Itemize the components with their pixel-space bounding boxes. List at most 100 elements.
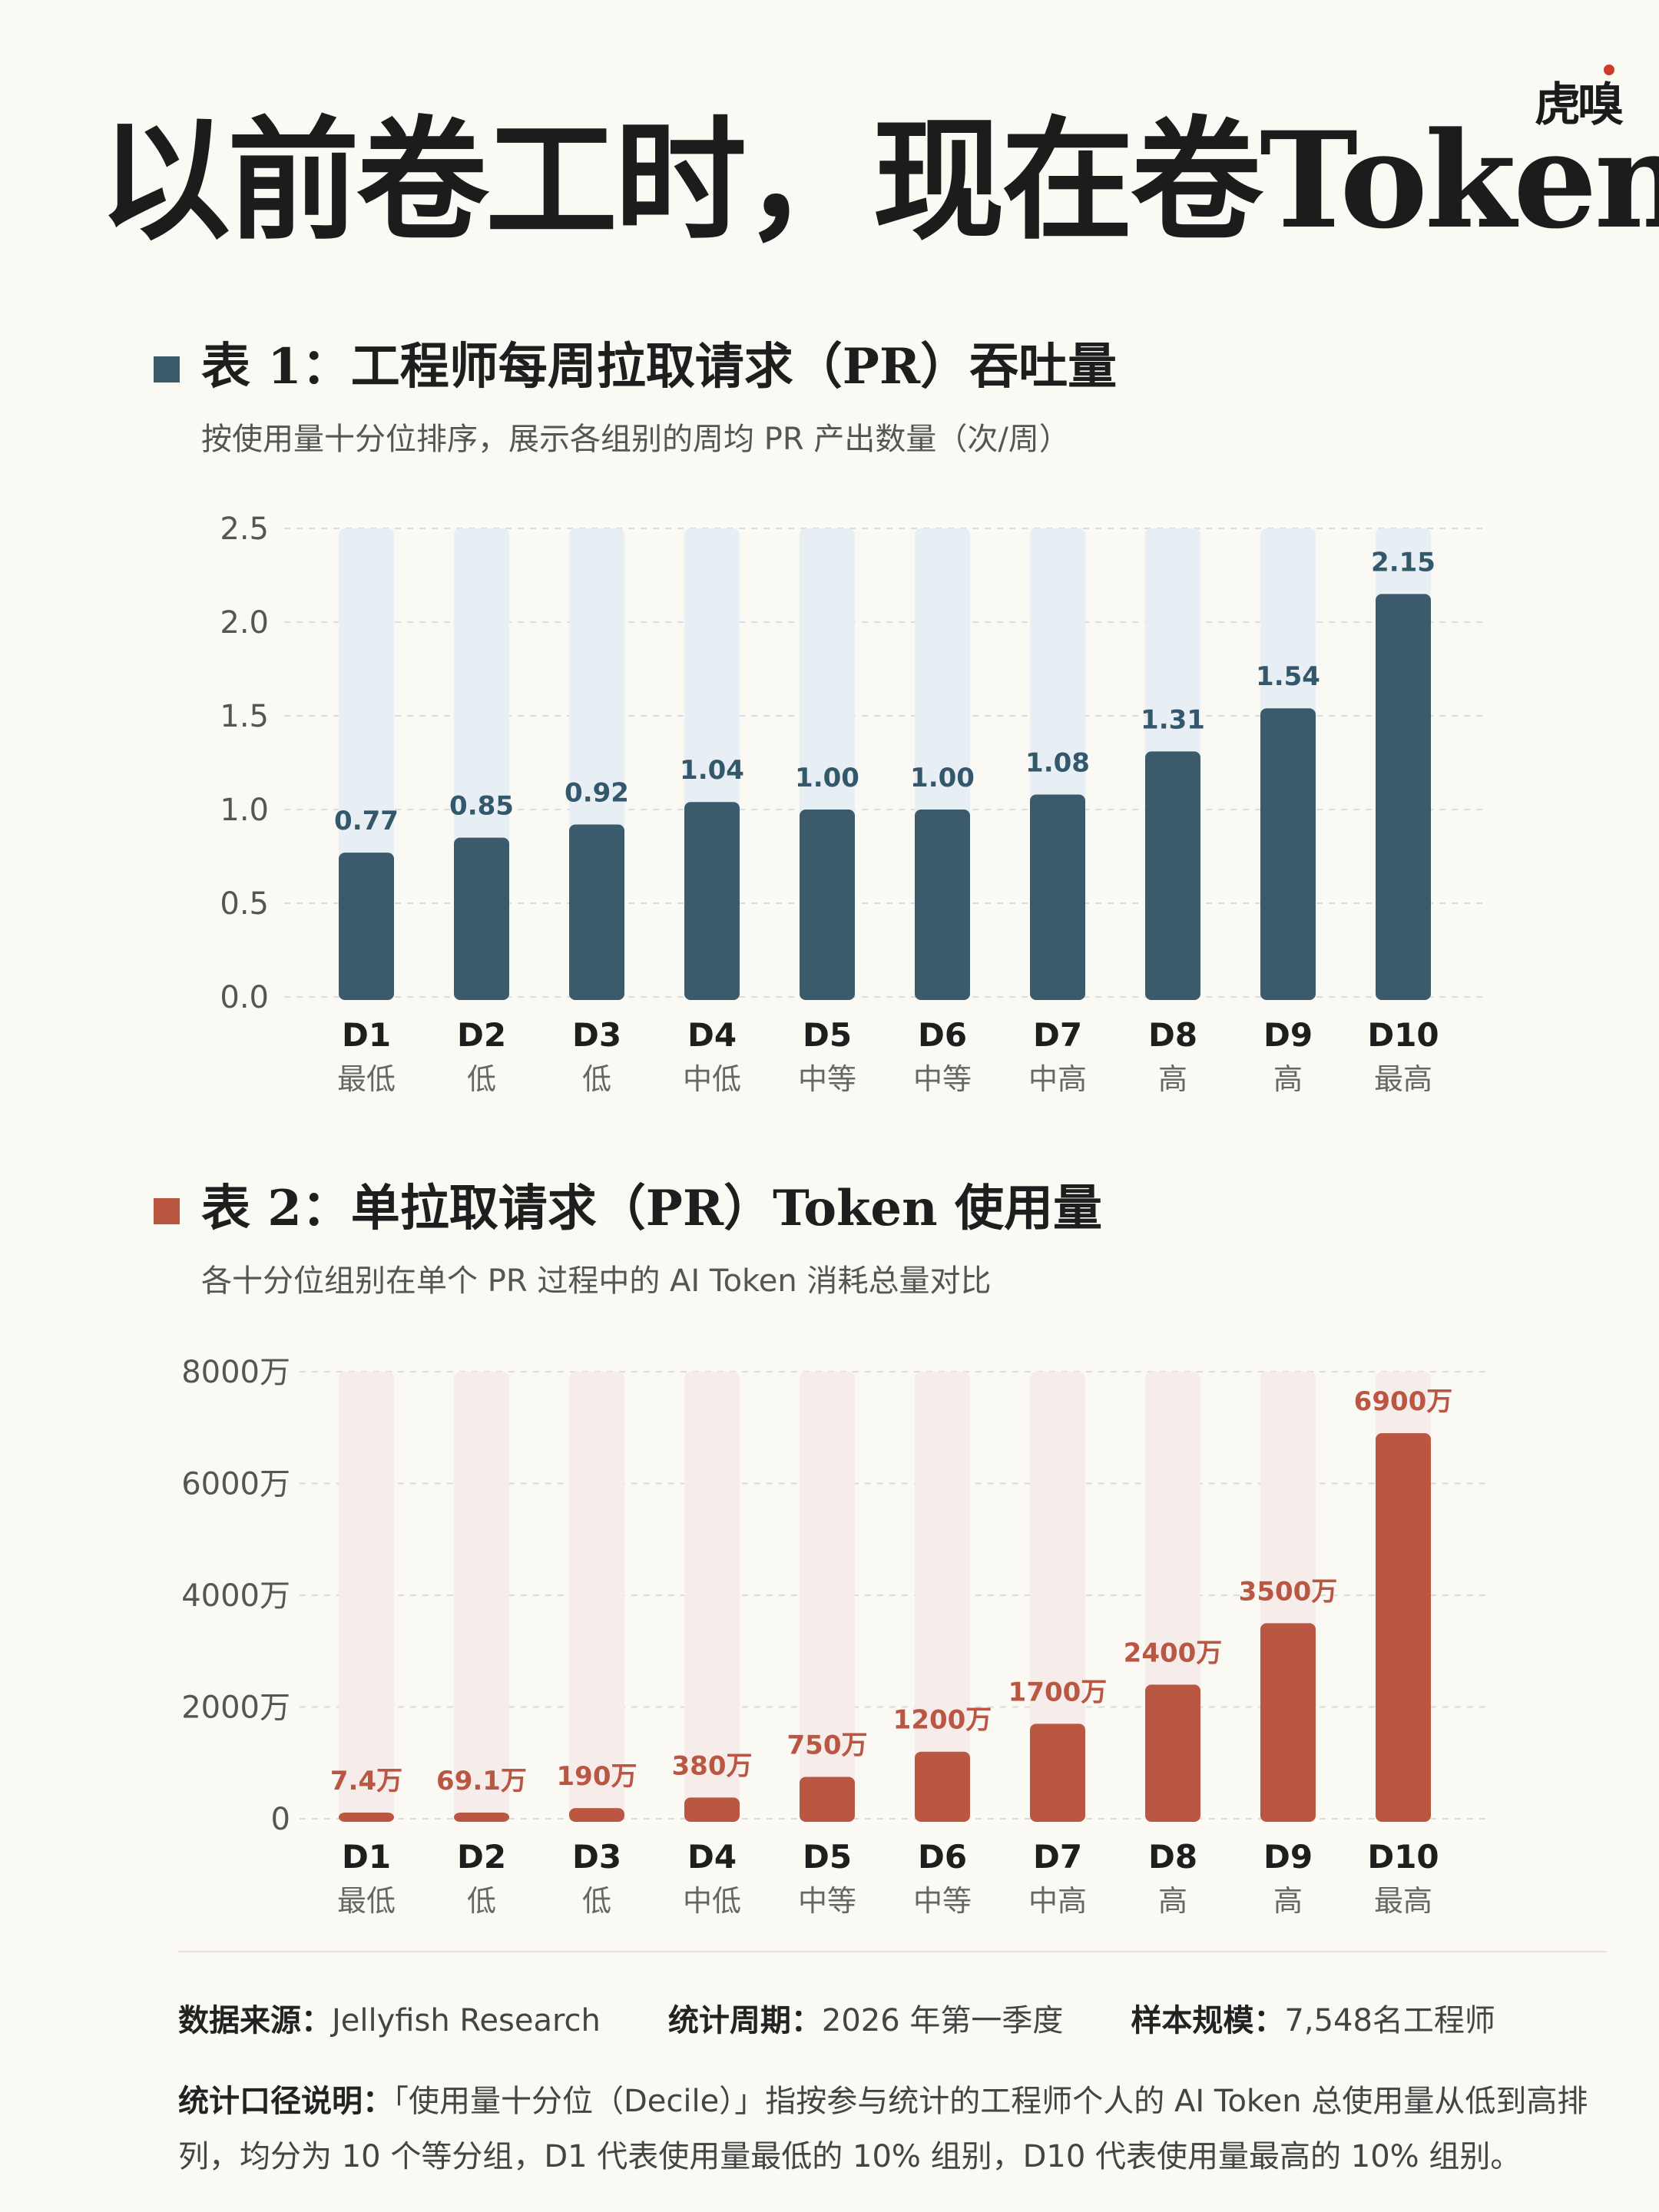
x-sub-label: 低	[467, 1062, 496, 1096]
x-sub-label: 中等	[913, 1062, 972, 1096]
x-sub-label: 中低	[683, 1884, 741, 1918]
bar	[1260, 1623, 1316, 1822]
x-tick-label: D8	[1148, 1838, 1197, 1876]
data-label: 1.00	[795, 763, 859, 793]
note-label: 统计口径说明：	[178, 2084, 393, 2119]
x-tick-label: D3	[572, 1016, 621, 1054]
x-sub-label: 中高	[1028, 1062, 1087, 1096]
x-tick-label: D7	[1033, 1838, 1082, 1876]
x-tick-label: D7	[1033, 1016, 1082, 1054]
chart1-heading: 表 1：工程师每周拉取请求（PR）吞吐量	[154, 338, 1536, 397]
x-tick-label: D10	[1367, 1016, 1439, 1054]
data-label: 0.77	[334, 806, 399, 836]
x-tick-label: D2	[457, 1838, 506, 1876]
x-sub-label: 中高	[1028, 1884, 1087, 1918]
data-label: 190万	[557, 1761, 637, 1792]
chart1-square-icon	[154, 356, 180, 382]
footer-source: 数据来源：Jellyfish Research	[178, 1995, 601, 2040]
x-tick-label: D1	[342, 1838, 391, 1876]
brand-logo: 虎嗅	[1535, 78, 1624, 132]
data-label: 1.08	[1025, 747, 1090, 778]
bar	[684, 1797, 740, 1822]
source-label: 数据来源：	[178, 2003, 332, 2038]
y-tick-label: 1.0	[220, 793, 269, 828]
page-title: 以前卷工时，现在卷Token	[98, 102, 1659, 258]
x-tick-label: D1	[342, 1016, 391, 1054]
bar	[339, 1813, 394, 1822]
bar	[915, 1751, 970, 1822]
bar	[454, 1813, 509, 1822]
x-tick-label: D9	[1263, 1838, 1313, 1876]
bar-track	[339, 1372, 394, 1819]
footer-sample: 样本规模：7,548名工程师	[1131, 1995, 1495, 2040]
bar	[1260, 708, 1316, 1000]
data-label: 6900万	[1354, 1386, 1453, 1417]
bar	[1376, 594, 1431, 1000]
sample-value: 7,548名工程师	[1284, 2003, 1495, 2038]
x-sub-label: 低	[582, 1062, 611, 1096]
data-label: 1700万	[1008, 1677, 1108, 1707]
bar-track	[800, 1372, 855, 1819]
chart2-heading-text: 表 2：单拉取请求（PR）Token 使用量	[201, 1180, 1102, 1237]
chart2-plot: 0 2000万 4000万 6000万 8000万 7.4万 D1 最低 69.1万 D2 低 190…	[181, 1355, 1490, 1918]
y-tick-label: 6000万	[181, 1467, 290, 1502]
y-tick-label: 2.0	[220, 605, 269, 641]
x-sub-label: 最高	[1374, 1062, 1432, 1096]
chart1-header: 表 1：工程师每周拉取请求（PR）吞吐量 按使用量十分位排序，展示各组别的周均 …	[154, 338, 1536, 459]
x-sub-label: 中等	[913, 1884, 972, 1918]
bar	[1030, 794, 1085, 1000]
x-sub-label: 最高	[1374, 1884, 1432, 1918]
bar	[339, 853, 394, 1000]
x-tick-label: D10	[1367, 1838, 1439, 1876]
x-tick-label: D4	[687, 1016, 737, 1054]
footer-note: 统计口径说明：「使用量十分位（Decile）」指按参与统计的工程师个人的 AI …	[178, 2074, 1607, 2184]
x-sub-label: 最低	[337, 1884, 396, 1918]
x-sub-label: 高	[1273, 1062, 1303, 1096]
x-sub-label: 高	[1158, 1062, 1187, 1096]
y-tick-label: 1.5	[220, 699, 269, 734]
note-text: 「使用量十分位（Decile）」指按参与统计的工程师个人的 AI Token 总…	[178, 2084, 1588, 2174]
chart1-plot: 0.0 0.5 1.0 1.5 2.0 2.5 0.77 D1 最低 0.85 D2 低 0.92 D3 低…	[220, 512, 1482, 1096]
data-label: 0.92	[565, 778, 629, 809]
bar-track	[915, 1372, 970, 1819]
bar	[684, 802, 740, 1000]
footer-meta-row: 数据来源：Jellyfish Research 统计周期：2026 年第一季度 …	[178, 1995, 1607, 2040]
x-tick-label: D4	[687, 1838, 737, 1876]
bar	[1030, 1724, 1085, 1822]
y-tick-label: 0	[271, 1802, 290, 1837]
sample-label: 样本规模：	[1131, 2003, 1285, 2038]
y-tick-label: 0.0	[220, 980, 269, 1015]
data-label: 1.31	[1141, 704, 1205, 735]
bar	[800, 810, 855, 1000]
x-sub-label: 高	[1273, 1884, 1303, 1918]
x-tick-label: D6	[918, 1838, 967, 1876]
y-tick-label: 0.5	[220, 886, 269, 922]
bar	[454, 837, 509, 1000]
data-label: 380万	[672, 1750, 753, 1781]
period-label: 统计周期：	[667, 2003, 822, 2038]
chart1-heading-text: 表 1：工程师每周拉取请求（PR）吞吐量	[201, 338, 1118, 396]
x-sub-label: 中低	[683, 1062, 741, 1096]
x-sub-label: 最低	[337, 1062, 396, 1096]
data-label: 1.04	[680, 755, 744, 786]
chart2-square-icon	[154, 1198, 180, 1224]
data-label: 1200万	[893, 1705, 992, 1736]
chart2-subtitle: 各十分位组别在单个 PR 过程中的 AI Token 消耗总量对比	[201, 1263, 992, 1299]
period-value: 2026 年第一季度	[821, 2003, 1064, 2038]
x-tick-label: D3	[572, 1838, 621, 1876]
data-label: 1.00	[910, 763, 975, 793]
x-sub-label: 高	[1158, 1884, 1187, 1918]
bar	[800, 1777, 855, 1822]
footer: 数据来源：Jellyfish Research 统计周期：2026 年第一季度 …	[178, 1951, 1607, 2184]
x-sub-label: 低	[582, 1884, 611, 1918]
bar	[569, 824, 624, 1000]
y-tick-label: 8000万	[181, 1355, 290, 1390]
data-label: 2400万	[1124, 1637, 1223, 1668]
x-tick-label: D5	[803, 1838, 852, 1876]
x-tick-label: D6	[918, 1016, 967, 1054]
bar-track	[569, 1372, 624, 1819]
x-tick-label: D5	[803, 1016, 852, 1054]
x-tick-label: D2	[457, 1016, 506, 1054]
chart2-header: 表 2：单拉取请求（PR）Token 使用量 各十分位组别在单个 PR 过程中的…	[154, 1180, 1536, 1300]
bar	[1145, 751, 1200, 1000]
